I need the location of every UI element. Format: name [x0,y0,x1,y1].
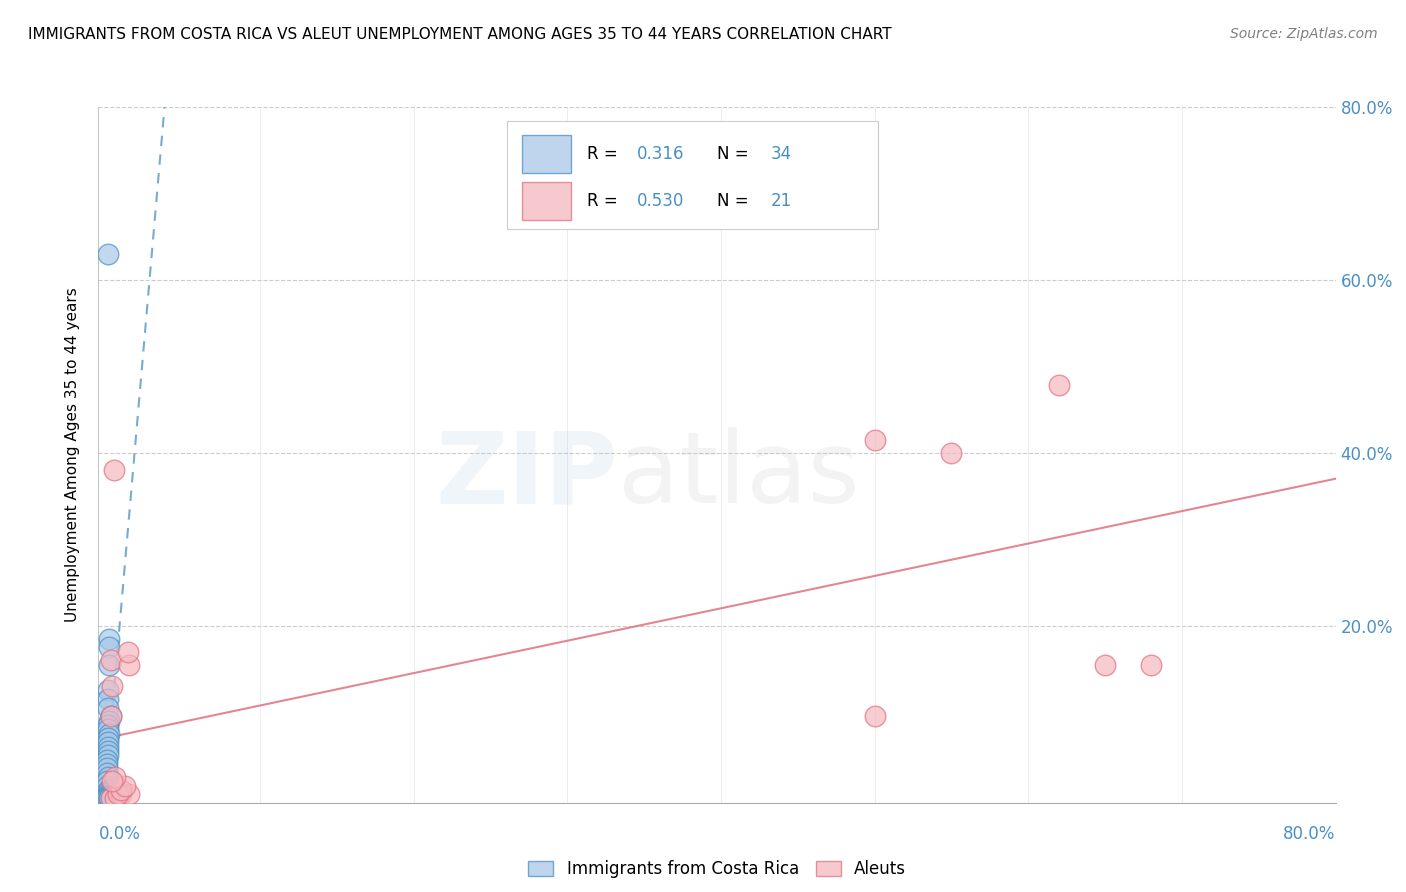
Point [96,790,118,805]
Text: R =: R = [588,192,623,210]
Point [117,644,139,658]
Point [96,774,118,789]
Point [97,723,120,737]
Point [1047,378,1070,392]
Text: IMMIGRANTS FROM COSTA RICA VS ALEUT UNEMPLOYMENT AMONG AGES 35 TO 44 YEARS CORRE: IMMIGRANTS FROM COSTA RICA VS ALEUT UNEM… [28,27,891,42]
Point [107,787,129,801]
Point [98,657,121,672]
Point [101,679,124,693]
Bar [522,182,571,220]
Point [101,774,124,789]
Point [97,247,120,261]
Point [96,761,118,775]
Point [1094,657,1116,672]
Text: Source: ZipAtlas.com: Source: ZipAtlas.com [1230,27,1378,41]
Point [863,433,886,447]
Point [97,718,120,732]
Point [941,446,963,460]
Point [110,782,132,797]
Text: 80.0%: 80.0% [1284,825,1336,843]
Point [97,700,120,714]
Point [96,789,118,803]
Point [100,709,122,723]
Text: R =: R = [588,145,623,163]
Point [104,791,127,805]
Point [97,782,120,797]
Point [97,731,120,745]
Text: 21: 21 [770,192,792,210]
Point [100,653,122,667]
Point [100,791,122,805]
Text: 0.530: 0.530 [637,192,683,210]
Text: 0.316: 0.316 [637,145,685,163]
Point [100,709,122,723]
Point [1140,657,1163,672]
Point [97,786,120,800]
Point [100,791,122,805]
FancyBboxPatch shape [506,121,877,229]
Point [96,756,118,771]
Text: N =: N = [717,192,754,210]
Point [863,709,886,723]
Point [114,779,136,793]
Point [104,770,127,784]
Text: atlas: atlas [619,427,859,524]
Point [97,744,120,758]
Point [103,463,125,477]
Point [96,784,118,798]
Point [97,683,120,698]
Text: N =: N = [717,145,754,163]
Bar [522,136,571,173]
Point [97,748,120,763]
Point [96,779,118,793]
Y-axis label: Unemployment Among Ages 35 to 44 years: Unemployment Among Ages 35 to 44 years [65,287,80,623]
Text: ZIP: ZIP [436,427,619,524]
Point [98,790,121,805]
Legend: Immigrants from Costa Rica, Aleuts: Immigrants from Costa Rica, Aleuts [522,854,912,885]
Text: 34: 34 [770,145,792,163]
Point [98,791,121,805]
Point [96,765,118,780]
Text: 0.0%: 0.0% [98,825,141,843]
Point [97,789,120,804]
Point [97,770,120,784]
Point [97,788,120,802]
Point [98,640,121,655]
Point [110,787,132,801]
Point [97,692,120,706]
Point [118,787,141,801]
Point [96,753,118,767]
Point [98,632,121,646]
Point [97,739,120,754]
Point [97,735,120,749]
Point [98,714,121,728]
Point [118,657,141,672]
Point [98,726,121,740]
